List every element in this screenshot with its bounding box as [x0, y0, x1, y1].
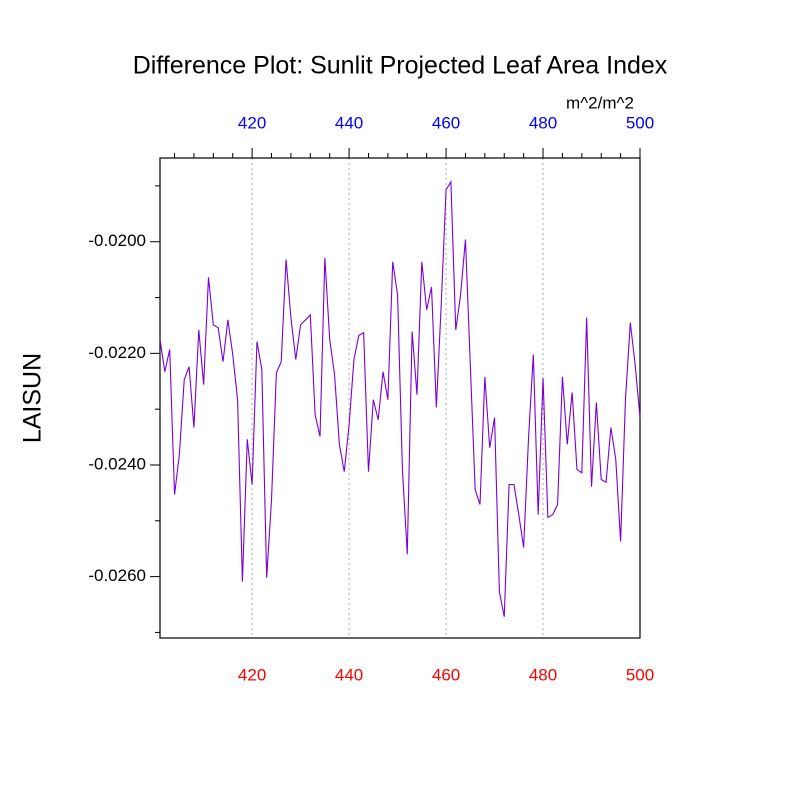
x-tick-label: 500	[626, 665, 654, 684]
units-label: m^2/m^2	[566, 93, 634, 112]
y-tick-label: -0.0220	[88, 343, 146, 362]
data-line	[159, 180, 641, 617]
x2-tick-label: 460	[432, 113, 460, 132]
y-tick-label: -0.0240	[88, 454, 146, 473]
plot-frame	[159, 157, 641, 639]
x2-tick-label: 420	[238, 113, 266, 132]
x2-tick-label: 440	[335, 113, 363, 132]
chart-title: Difference Plot: Sunlit Projected Leaf A…	[133, 52, 668, 80]
y-tick-label: -0.0200	[88, 231, 146, 250]
x2-tick-label: 480	[529, 113, 557, 132]
y-axis-label: LAISUN	[19, 353, 47, 443]
x-tick-label: 440	[335, 665, 363, 684]
x-tick-label: 480	[529, 665, 557, 684]
x-tick-label: 460	[432, 665, 460, 684]
x2-tick-label: 500	[626, 113, 654, 132]
y-tick-label: -0.0260	[88, 566, 146, 585]
x-tick-label: 420	[238, 665, 266, 684]
